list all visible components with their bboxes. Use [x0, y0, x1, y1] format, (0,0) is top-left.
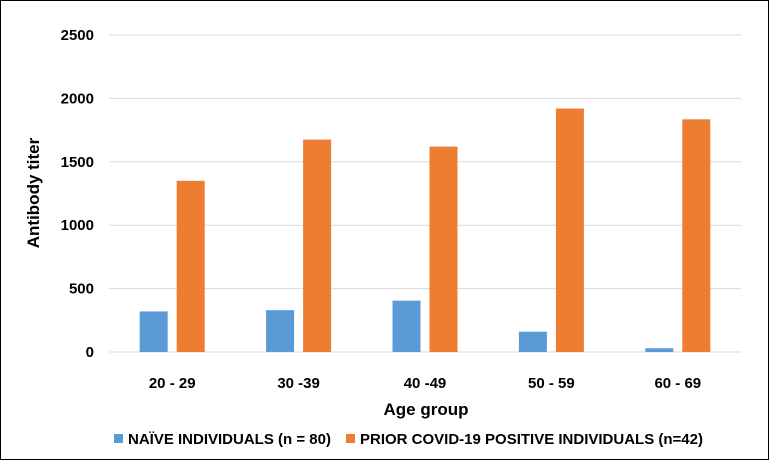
- y-tick-labels: 0 500 1000 1500 2000 2500: [61, 27, 94, 361]
- y-axis-title: Antibody titer: [24, 137, 43, 248]
- legend: NAÏVE INDIVIDUALS (n = 80) PRIOR COVID-1…: [114, 431, 703, 448]
- bar-prior-positive-4: [555, 108, 584, 352]
- bar-naive-4: [518, 331, 547, 352]
- legend-label-prior-positive: PRIOR COVID-19 POSITIVE INDIVIDUALS (n=4…: [360, 431, 703, 448]
- x-tick-label: 50 - 59: [528, 375, 575, 392]
- x-tick-label: 20 - 29: [149, 375, 196, 392]
- x-tick-label: 40 -49: [404, 375, 447, 392]
- bar-naive-1: [139, 311, 168, 352]
- legend-swatch-naive: [114, 434, 123, 443]
- y-tick-label: 2000: [61, 90, 94, 107]
- gridlines: [109, 34, 741, 353]
- bar-prior-positive-2: [303, 139, 332, 352]
- x-tick-label: 30 -39: [277, 375, 320, 392]
- y-tick-label: 1000: [61, 217, 94, 234]
- x-axis-title: Age group: [384, 400, 469, 419]
- y-tick-label: 500: [69, 281, 94, 298]
- bar-naive-3: [392, 300, 421, 352]
- legend-label-naive: NAÏVE INDIVIDUALS (n = 80): [128, 431, 331, 448]
- y-tick-label: 0: [86, 344, 94, 361]
- bar-prior-positive-1: [176, 180, 205, 352]
- legend-swatch-prior-positive: [346, 434, 355, 443]
- x-tick-label: 60 - 69: [654, 375, 701, 392]
- bar-prior-positive-3: [429, 146, 458, 352]
- x-tick-labels: 20 - 29 30 -39 40 -49 50 - 59 60 - 69: [149, 375, 701, 392]
- bar-naive-2: [266, 310, 295, 352]
- bar-naive-5: [645, 348, 674, 352]
- y-tick-label: 2500: [61, 27, 94, 44]
- bar-prior-positive-5: [682, 119, 711, 353]
- bars: [139, 108, 711, 353]
- y-tick-label: 1500: [61, 154, 94, 171]
